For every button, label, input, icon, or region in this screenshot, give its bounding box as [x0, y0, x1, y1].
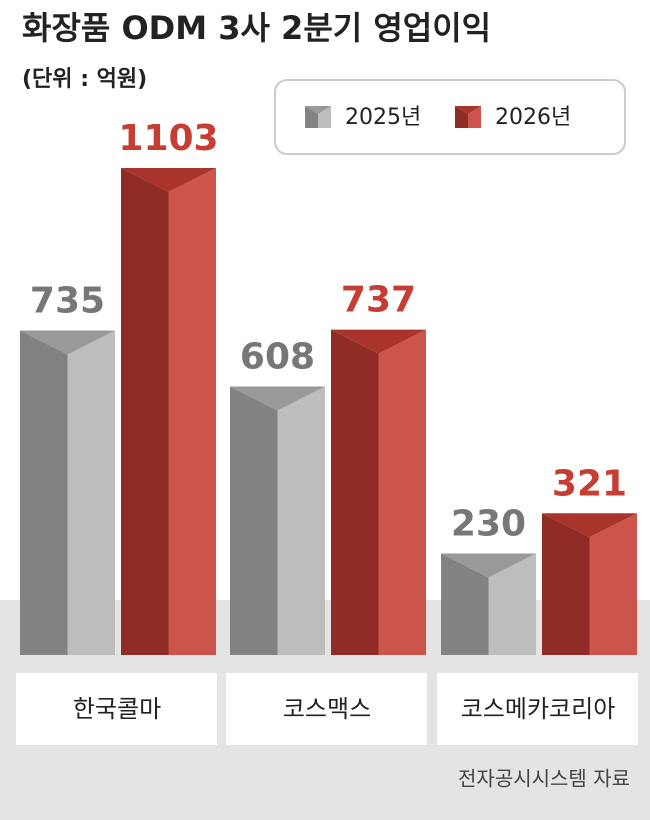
legend-swatch	[305, 106, 331, 128]
bar-left-face	[230, 386, 278, 655]
value-label: 1103	[118, 118, 218, 159]
bar-left-face	[305, 106, 318, 128]
chart-title: 화장품 ODM 3사 2분기 영업이익	[22, 9, 491, 47]
bar-left-face	[455, 106, 468, 128]
bar-top	[455, 106, 481, 114]
bar-right-face	[277, 386, 325, 655]
value-label: 608	[240, 337, 315, 378]
bar-top	[20, 330, 115, 355]
bar-right-face	[589, 513, 637, 655]
bar-top	[305, 106, 331, 114]
bar	[331, 329, 426, 655]
bar-right-face	[468, 106, 481, 128]
bar	[542, 513, 637, 655]
category-box	[16, 673, 217, 745]
bar	[20, 330, 115, 655]
legend-box	[274, 79, 626, 155]
bar	[230, 386, 325, 655]
bar-right-face	[67, 330, 115, 655]
legend-label: 2025년	[345, 105, 421, 130]
bar-left-face	[441, 553, 489, 655]
bar-left-face	[20, 330, 68, 655]
chart-subtitle: (단위 : 억원)	[22, 67, 147, 92]
legend-swatch	[455, 106, 481, 128]
category-box	[437, 673, 638, 745]
value-label: 321	[552, 463, 627, 504]
source: 전자공시시스템 자료	[458, 767, 630, 791]
x-tick-label: 코스맥스	[283, 695, 371, 723]
bar-left-face	[331, 329, 379, 655]
bar	[121, 168, 216, 655]
bar-left-face	[121, 168, 169, 655]
value-label: 737	[341, 280, 416, 321]
x-tick-label: 한국콜마	[73, 695, 161, 723]
value-label: 735	[30, 280, 105, 321]
bar-top	[230, 386, 325, 411]
bar-right-face	[318, 106, 331, 128]
legend-label: 2026년	[495, 105, 571, 130]
value-label: 230	[451, 503, 526, 544]
category-box	[226, 673, 427, 745]
bar-right-face	[488, 553, 536, 655]
bar-top	[542, 513, 637, 538]
bar-right-face	[378, 329, 426, 655]
bar-top	[121, 168, 216, 192]
bar-left-face	[542, 513, 590, 655]
bar	[441, 553, 536, 655]
bar-top	[441, 553, 536, 578]
bar-right-face	[168, 168, 216, 655]
x-tick-label: 코스메카코리아	[461, 695, 616, 723]
bar-top	[331, 329, 426, 354]
